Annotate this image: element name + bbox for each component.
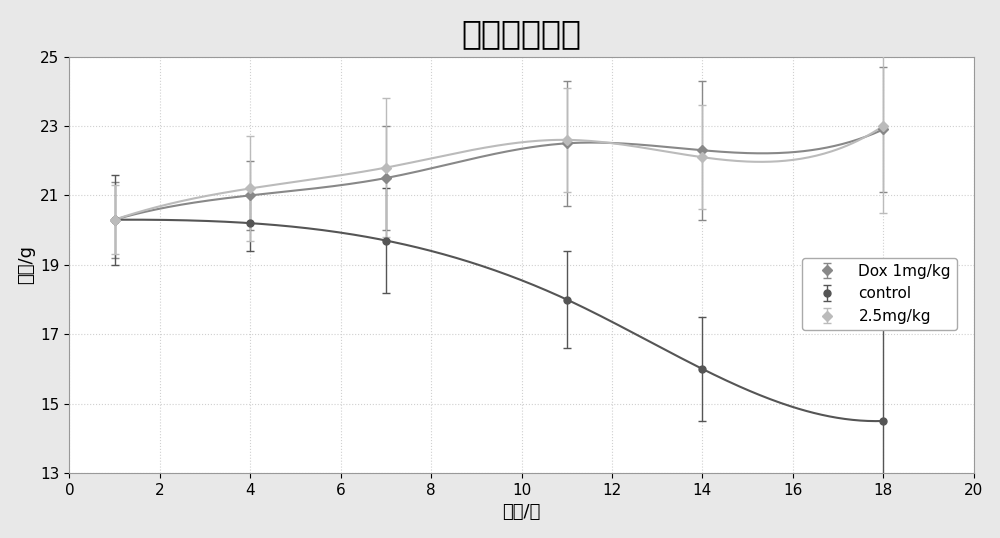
X-axis label: 时间/天: 时间/天 [502,504,541,521]
Y-axis label: 体重/g: 体重/g [17,245,35,284]
Title: 体重变化曲线: 体重变化曲线 [462,17,582,49]
Legend: Dox 1mg/kg, control, 2.5mg/kg: Dox 1mg/kg, control, 2.5mg/kg [802,258,957,330]
